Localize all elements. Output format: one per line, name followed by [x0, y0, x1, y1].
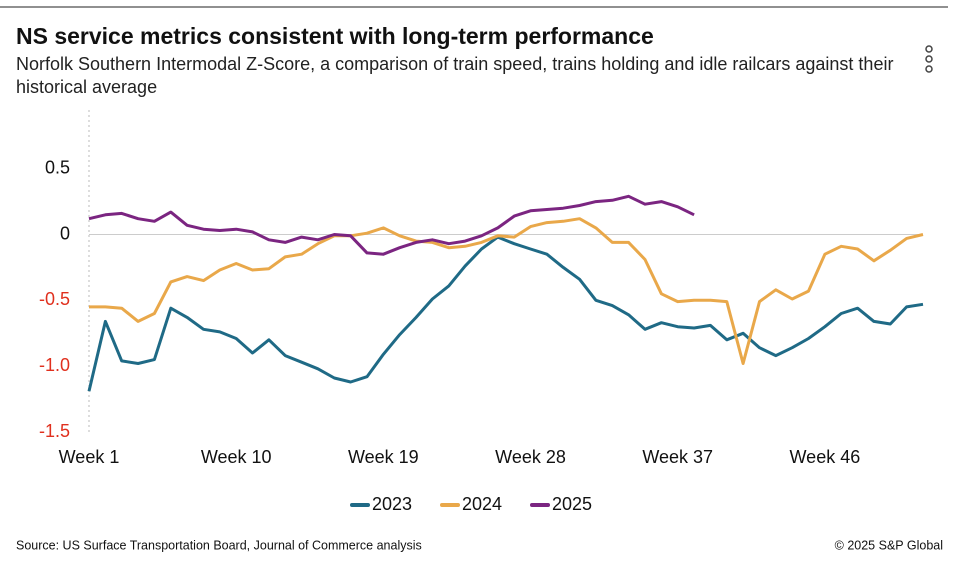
y-tick-label: 0.5	[45, 157, 70, 177]
y-tick-label: -0.5	[39, 289, 70, 309]
legend-label: 2025	[552, 494, 592, 514]
subtitle-box: Norfolk Southern Intermodal Z-Score, a c…	[16, 54, 894, 97]
series-line	[87, 235, 924, 392]
chart-title: NS service metrics consistent with long-…	[16, 23, 654, 49]
y-tick-label: -1.5	[39, 421, 70, 441]
legend-label: 2024	[462, 494, 502, 514]
chart-subtitle: Norfolk Southern Intermodal Z-Score, a c…	[16, 54, 894, 97]
menu-icon[interactable]	[925, 45, 933, 73]
x-tick-label: Week 46	[790, 447, 861, 467]
x-tick-label: Week 37	[642, 447, 713, 467]
x-tick-label: Week 10	[201, 447, 272, 467]
series-line	[88, 194, 695, 256]
copyright: © 2025 S&P Global	[835, 538, 943, 552]
series-line	[89, 217, 924, 365]
y-tick-label: -1.0	[39, 355, 70, 375]
y-tick-label: 0	[60, 223, 70, 243]
source: Source: US Surface Transportation Board,…	[16, 538, 422, 552]
x-tick-label: Week 19	[348, 447, 419, 467]
legend-label: 2023	[372, 494, 412, 514]
x-tick-label: Week 28	[495, 447, 566, 467]
x-tick-label: Week 1	[59, 447, 120, 467]
